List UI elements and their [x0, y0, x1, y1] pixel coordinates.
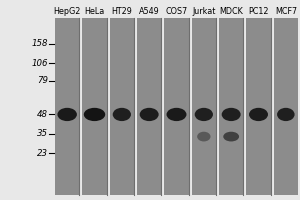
Ellipse shape — [223, 132, 239, 141]
Bar — [164, 18, 189, 195]
Ellipse shape — [197, 132, 211, 141]
Ellipse shape — [249, 108, 268, 121]
Text: A549: A549 — [139, 7, 160, 16]
Text: MDCK: MDCK — [219, 7, 243, 16]
Text: HepG2: HepG2 — [53, 7, 81, 16]
Ellipse shape — [84, 108, 105, 121]
Text: HeLa: HeLa — [84, 7, 105, 16]
Bar — [219, 18, 243, 195]
Ellipse shape — [140, 108, 159, 121]
Bar — [110, 18, 134, 195]
Text: 106: 106 — [32, 59, 48, 68]
Ellipse shape — [222, 108, 241, 121]
Bar — [274, 18, 298, 195]
Text: PC12: PC12 — [248, 7, 269, 16]
Text: 23: 23 — [37, 149, 48, 158]
Bar — [137, 18, 161, 195]
Text: HT29: HT29 — [111, 7, 132, 16]
Bar — [192, 18, 216, 195]
Bar — [246, 18, 271, 195]
Text: 79: 79 — [37, 76, 48, 85]
Text: Jurkat: Jurkat — [192, 7, 215, 16]
Ellipse shape — [113, 108, 131, 121]
Bar — [55, 18, 79, 195]
Text: 35: 35 — [37, 129, 48, 138]
Text: MCF7: MCF7 — [275, 7, 297, 16]
Ellipse shape — [277, 108, 295, 121]
Text: COS7: COS7 — [165, 7, 188, 16]
Ellipse shape — [195, 108, 213, 121]
Text: 48: 48 — [37, 110, 48, 119]
Ellipse shape — [167, 108, 187, 121]
Text: 158: 158 — [32, 39, 48, 48]
Ellipse shape — [57, 108, 77, 121]
Bar — [82, 18, 107, 195]
